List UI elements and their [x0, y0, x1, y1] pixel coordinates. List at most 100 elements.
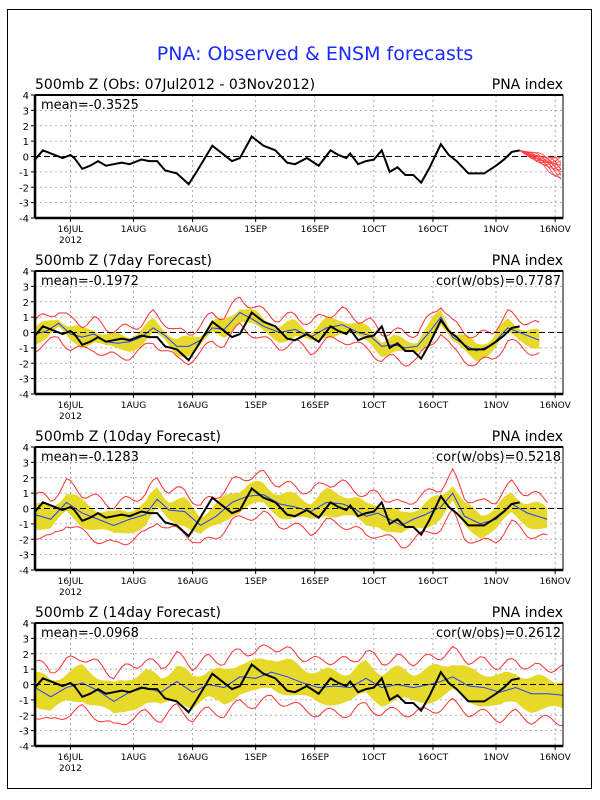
x-tick-label: 16AUG [177, 225, 208, 235]
y-tick-label: 0 [23, 505, 29, 516]
y-tick-label: 2 [23, 298, 29, 309]
panel-4: 500mb Z (14day Forecast) PNA index 4 3 2 1 0 -1… [19, 605, 572, 774]
figure-title: PNA: Observed & ENSM forecasts [157, 43, 474, 65]
x-tick-label: 1AUG [121, 753, 146, 763]
x-tick-label: 1SEP [244, 753, 267, 763]
x-tick-label: 16OCT [418, 577, 449, 587]
y-tick-label: -1 [19, 696, 29, 707]
y-tick-label: -2 [19, 359, 29, 370]
x-tick-label: 1SEP [244, 577, 267, 587]
panel-title: 500mb Z (10day Forecast) [35, 429, 221, 445]
figure-frame [7, 9, 592, 789]
x-tick-label: 1SEP [244, 225, 267, 235]
x-tick-label: 16JUL [58, 753, 84, 763]
observed-line [34, 487, 520, 538]
panel-2: 500mb Z (7day Forecast) PNA index 4 3 2 1 0 -1 -… [19, 253, 572, 422]
x-tick-label: 16NOV [539, 401, 571, 411]
y-tick-label: 3 [23, 106, 29, 117]
y-tick-label: -2 [19, 183, 29, 194]
mean-stat: mean=-0.0968 [41, 626, 139, 641]
mean-stat: mean=-0.1283 [41, 450, 139, 465]
y-tick-label: -2 [19, 711, 29, 722]
x-tick-label: 16JUL [58, 577, 84, 587]
y-tick-label: 1 [23, 665, 29, 676]
correlation-stat: cor(w/obs)=0.5218 [436, 450, 561, 465]
ensemble-min-line [34, 694, 564, 727]
x-tick-label: 16JUL [58, 401, 84, 411]
y-tick-label: 2 [23, 650, 29, 661]
y-tick-label: 3 [23, 634, 29, 645]
y-tick-label: -3 [19, 551, 29, 562]
y-tick-label: 0 [23, 329, 29, 340]
x-tick-label: 1NOV [483, 753, 509, 763]
x-tick-label: 16SEP [301, 753, 330, 763]
ensemble-spread-band [35, 480, 548, 539]
ensemble-max-line [34, 296, 540, 339]
mean-stat: mean=-0.3525 [41, 98, 139, 113]
panel-3: 500mb Z (10day Forecast) PNA index 4 3 2 1 0 -1… [19, 429, 572, 598]
forecast-member-line [519, 150, 562, 177]
panel-1: 500mb Z (Obs: 07Jul2012 - 03Nov2012) PNA … [19, 77, 572, 246]
y-tick-label: -3 [19, 375, 29, 386]
x-tick-label: 16OCT [418, 753, 449, 763]
x-tick-label: 16SEP [301, 401, 330, 411]
x-tick-label: 16NOV [539, 753, 571, 763]
y-tick-label: -4 [19, 566, 29, 577]
y-tick-label: -3 [19, 199, 29, 210]
observed-line [34, 663, 520, 714]
y-tick-label: 0 [23, 681, 29, 692]
panel-right-label: PNA index [492, 605, 563, 621]
x-year-label: 2012 [59, 412, 82, 422]
x-tick-label: 16NOV [539, 577, 571, 587]
x-tick-label: 1OCT [362, 753, 387, 763]
x-tick-label: 1NOV [483, 401, 509, 411]
x-tick-label: 16OCT [418, 401, 449, 411]
x-tick-label: 1OCT [362, 401, 387, 411]
panel-right-label: PNA index [492, 253, 563, 269]
panel-title: 500mb Z (14day Forecast) [35, 605, 221, 621]
y-tick-label: 4 [23, 267, 29, 278]
ensemble-min-line [34, 507, 548, 549]
y-tick-label: 2 [23, 474, 29, 485]
x-tick-label: 1NOV [483, 577, 509, 587]
y-tick-label: 1 [23, 137, 29, 148]
observed-line [34, 135, 520, 186]
y-tick-label: -1 [19, 520, 29, 531]
x-tick-label: 16SEP [301, 225, 330, 235]
y-tick-label: -1 [19, 168, 29, 179]
x-tick-label: 1NOV [483, 225, 509, 235]
forecast-member-line [519, 149, 562, 169]
x-tick-label: 16OCT [418, 225, 449, 235]
x-tick-label: 16NOV [539, 225, 571, 235]
x-tick-label: 1AUG [121, 225, 146, 235]
x-tick-label: 1AUG [121, 577, 146, 587]
y-tick-label: 4 [23, 619, 29, 630]
y-tick-label: -3 [19, 727, 29, 738]
y-tick-label: 4 [23, 443, 29, 454]
x-tick-label: 1OCT [362, 225, 387, 235]
ensemble-max-line [34, 644, 564, 680]
y-tick-label: 0 [23, 153, 29, 164]
x-tick-label: 16JUL [58, 225, 84, 235]
ensemble-min-line [34, 322, 540, 367]
y-tick-label: 1 [23, 489, 29, 500]
y-tick-label: 3 [23, 458, 29, 469]
panel-title: 500mb Z (7day Forecast) [35, 253, 212, 269]
y-tick-label: 3 [23, 282, 29, 293]
correlation-stat: cor(w/obs)=0.7787 [436, 274, 561, 289]
y-tick-label: -4 [19, 742, 29, 753]
y-tick-label: 4 [23, 91, 29, 102]
panel-right-label: PNA index [492, 429, 563, 445]
x-year-label: 2012 [59, 236, 82, 246]
correlation-stat: cor(w/obs)=0.2612 [436, 626, 561, 641]
mean-stat: mean=-0.1972 [41, 274, 139, 289]
x-tick-label: 1OCT [362, 577, 387, 587]
x-tick-label: 16SEP [301, 577, 330, 587]
ensemble-spread-band [35, 308, 540, 362]
observed-line [34, 311, 520, 362]
y-tick-label: 2 [23, 122, 29, 133]
x-tick-label: 16AUG [177, 401, 208, 411]
x-tick-label: 1SEP [244, 401, 267, 411]
ensemble-mean-line [34, 492, 548, 527]
